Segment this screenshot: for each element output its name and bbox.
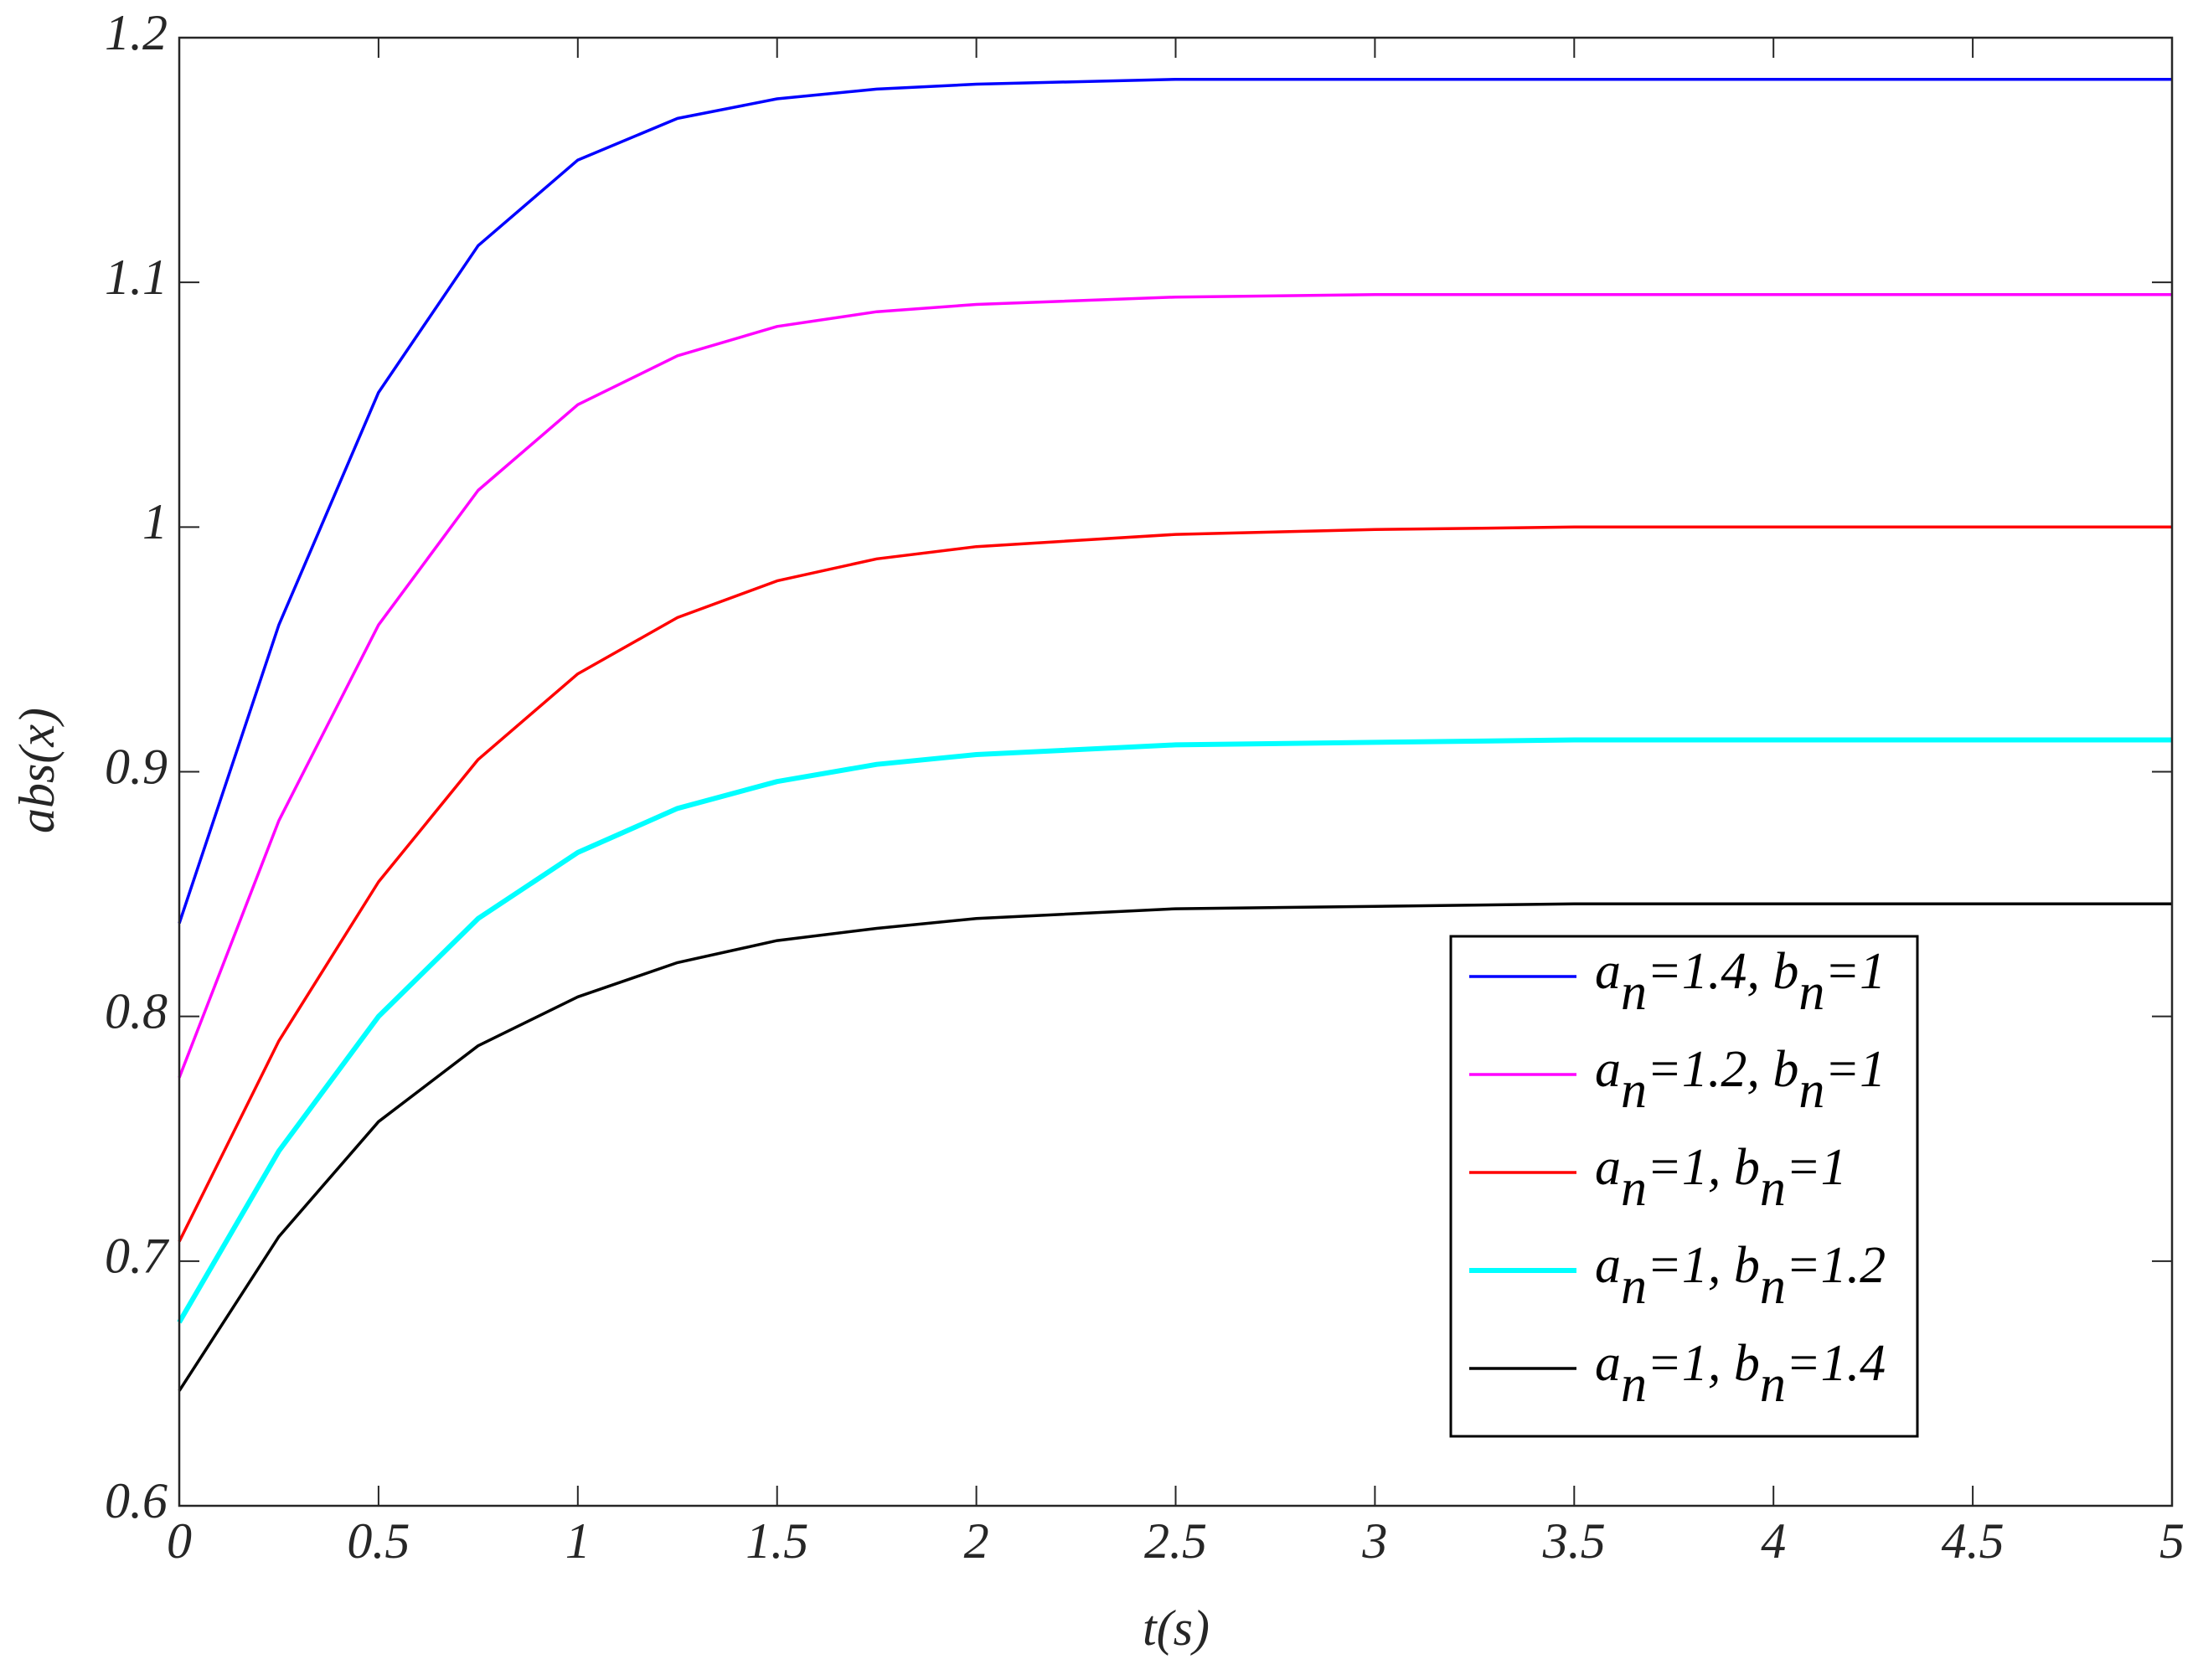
y-tick-label: 0.9	[105, 739, 168, 794]
plot-frame	[178, 36, 2174, 1507]
y-tick-label: 0.8	[105, 983, 168, 1038]
x-tick-label: 3.5	[1542, 1513, 1606, 1569]
x-tick-label: 1	[565, 1513, 591, 1569]
x-axis-label: t(s)	[1143, 1600, 1210, 1656]
line	[178, 293, 2172, 1079]
legend-label: an=1, bn=1	[1595, 1139, 1847, 1217]
legend-label: an=1, bn=1.4	[1595, 1335, 1886, 1413]
y-tick-label: 1	[142, 494, 168, 549]
y-tick-label: 0.7	[105, 1229, 170, 1284]
x-tick-label: 5	[2159, 1513, 2185, 1569]
x-tick-label: 4	[1761, 1513, 1786, 1569]
x-tick-label: 1.5	[746, 1513, 808, 1569]
x-tick-label: 2.5	[1144, 1513, 1207, 1569]
legend-label: an=1, bn=1.2	[1595, 1237, 1886, 1315]
y-axis-label: abs(x)	[9, 708, 64, 833]
y-tick-label: 1.1	[105, 250, 168, 305]
y-tick-label: 1.2	[105, 5, 168, 60]
x-tick-label: 0.5	[347, 1513, 410, 1569]
x-tick-label: 2	[964, 1513, 989, 1569]
line	[178, 77, 2172, 925]
line	[177, 737, 2172, 1324]
x-tick-label: 0	[167, 1513, 192, 1569]
legend-label: an=1.4, bn=1	[1595, 943, 1886, 1021]
line	[178, 525, 2172, 1243]
x-tick-label: 3	[1361, 1513, 1387, 1569]
line	[178, 902, 2172, 1392]
legend-box	[1449, 935, 1919, 1438]
legend-label: an=1.2, bn=1	[1595, 1041, 1886, 1119]
x-tick-label: 4.5	[1942, 1513, 2005, 1569]
y-tick-label: 0.6	[105, 1473, 168, 1528]
